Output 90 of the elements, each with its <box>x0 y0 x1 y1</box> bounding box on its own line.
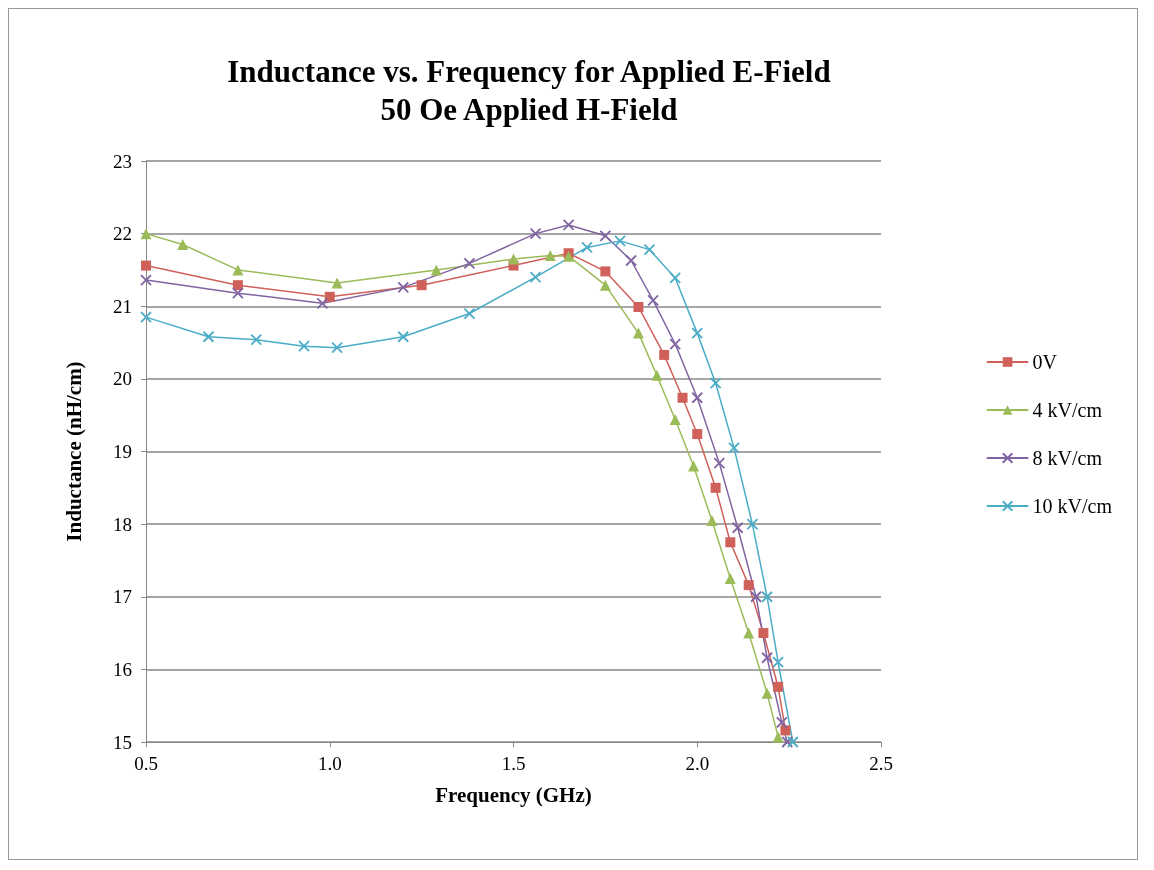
point <box>669 272 682 284</box>
point <box>614 234 626 247</box>
point <box>581 241 593 254</box>
point <box>632 327 644 339</box>
point <box>177 239 189 251</box>
y-tick-label: 19 <box>113 441 132 462</box>
point <box>140 228 152 240</box>
y-tick-label: 20 <box>113 368 132 390</box>
point <box>397 330 410 343</box>
x-tick-label: 1.5 <box>501 753 526 774</box>
point <box>324 291 335 302</box>
point <box>529 271 542 284</box>
point <box>544 249 556 261</box>
point <box>724 573 736 585</box>
point <box>692 429 703 440</box>
point <box>761 651 773 664</box>
y-tick-label: 21 <box>113 295 132 317</box>
point <box>331 277 343 289</box>
chart-title: Inductance vs. Frequency for Applied E-Field 50 Oe Applied H-Field <box>227 53 831 127</box>
y-tick-label: 15 <box>113 731 132 753</box>
point <box>725 537 736 548</box>
point <box>231 287 244 300</box>
point <box>743 627 755 639</box>
x-axis-title: Frequency (GHz) <box>435 782 592 807</box>
point <box>691 391 704 404</box>
point <box>633 301 644 312</box>
point <box>728 441 740 454</box>
point <box>599 279 611 291</box>
point <box>463 257 476 270</box>
point <box>669 414 681 426</box>
point <box>772 731 784 743</box>
point <box>746 518 759 531</box>
y-tick-label: 16 <box>113 658 132 680</box>
x-tick-label: 0.5 <box>134 753 158 774</box>
legend-label: 4 kV/cm <box>1032 399 1103 421</box>
point <box>781 736 794 748</box>
point <box>140 311 152 324</box>
y-tick-label: 17 <box>113 586 132 608</box>
point <box>709 377 722 390</box>
point <box>647 294 660 307</box>
point <box>669 338 682 350</box>
point <box>140 274 152 287</box>
point <box>298 340 310 353</box>
point <box>202 330 215 343</box>
point <box>691 327 704 340</box>
point <box>141 260 151 271</box>
point <box>599 229 612 242</box>
y-tick-label: 18 <box>113 513 132 535</box>
point <box>688 460 700 472</box>
y-axis-title: Inductance (nH/cm) <box>61 361 86 542</box>
point <box>773 681 784 692</box>
point <box>529 227 542 240</box>
point <box>659 349 670 360</box>
legend-label: 10 kV/cm <box>1032 495 1113 517</box>
point <box>761 687 773 699</box>
point <box>250 333 263 346</box>
point <box>761 590 773 603</box>
legend-label: 0V <box>1032 351 1058 373</box>
point <box>731 521 744 534</box>
point <box>750 590 762 603</box>
point <box>758 628 769 639</box>
point <box>743 580 754 591</box>
point <box>643 243 656 256</box>
point <box>508 253 519 265</box>
point <box>786 736 799 748</box>
y-tick-label: 22 <box>113 223 132 245</box>
point <box>232 280 243 291</box>
point <box>710 482 721 493</box>
legend-label: 8 kV/cm <box>1032 447 1103 469</box>
point <box>780 725 791 736</box>
point <box>772 656 784 669</box>
x-tick-label: 1.0 <box>317 753 342 774</box>
point <box>625 254 637 267</box>
point <box>316 297 329 310</box>
point <box>397 281 410 294</box>
point <box>713 457 726 470</box>
point <box>463 307 476 320</box>
point <box>562 219 575 231</box>
point <box>416 280 427 291</box>
point <box>677 392 688 403</box>
point <box>232 264 244 276</box>
point <box>600 266 611 277</box>
point <box>651 369 663 381</box>
point <box>775 716 788 729</box>
point <box>706 514 718 526</box>
point <box>430 264 442 276</box>
x-tick-label: 2.5 <box>869 753 893 774</box>
point <box>331 341 343 354</box>
x-tick-label: 2.0 <box>685 753 710 774</box>
y-tick-label: 23 <box>113 150 132 172</box>
